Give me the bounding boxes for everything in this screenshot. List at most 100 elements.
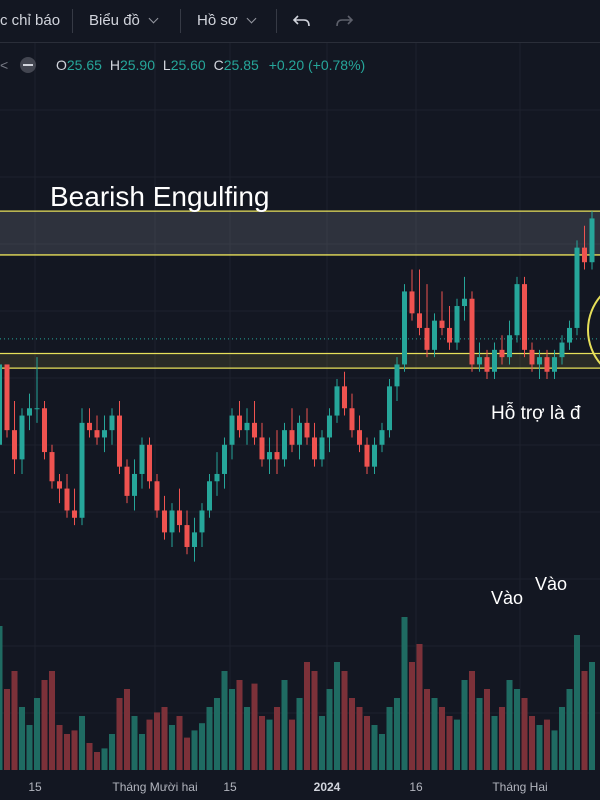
candle-body xyxy=(432,320,437,350)
volume-bar xyxy=(41,680,48,770)
candle-body xyxy=(139,444,145,474)
candle-body xyxy=(402,291,407,365)
candle-body xyxy=(582,247,587,263)
volume-bar xyxy=(184,737,190,770)
candle-body xyxy=(72,510,77,518)
top-toolbar: c chỉ báo Biểu đồ Hồ sơ xyxy=(0,0,600,43)
candle-body xyxy=(342,386,347,409)
candle-body xyxy=(379,430,385,445)
volume-bar xyxy=(56,725,63,770)
x-tick-label: 2024 xyxy=(314,780,341,794)
chart-area[interactable]: Bearish Engulfing Hỗ trợ là đ Vào Vào < … xyxy=(0,43,600,800)
candle-body xyxy=(252,422,257,438)
candle-body xyxy=(222,444,227,474)
volume-bar xyxy=(131,716,138,770)
volume-bar xyxy=(266,719,273,770)
volume-bar xyxy=(251,683,258,770)
candle-body xyxy=(154,481,160,511)
profile-menu-button[interactable]: Hồ sơ xyxy=(197,0,257,42)
time-axis[interactable]: 15 Tháng Mười hai 15 2024 16 Tháng Hai xyxy=(28,780,547,794)
candle-body xyxy=(499,349,505,358)
volume-bar xyxy=(259,716,265,770)
candle-body xyxy=(559,342,565,358)
volume-bar xyxy=(574,635,580,770)
volume-bar xyxy=(229,689,235,770)
volume-bar xyxy=(124,689,130,770)
volume-bar xyxy=(356,707,363,770)
volume-bar xyxy=(64,734,70,770)
candle-body xyxy=(417,313,422,328)
low-value: 25.60 xyxy=(171,57,206,73)
toolbar-divider xyxy=(276,9,277,33)
chart-menu-button[interactable]: Biểu đồ xyxy=(89,0,159,42)
volume-bar xyxy=(529,716,535,770)
volume-bar xyxy=(109,734,115,770)
candle-body xyxy=(552,357,557,372)
volume-bar xyxy=(116,698,123,770)
volume-bar xyxy=(431,698,438,770)
candle-body xyxy=(304,422,310,438)
price-chart[interactable]: Bearish Engulfing Hỗ trợ là đ Vào Vào < … xyxy=(0,43,600,800)
candle-body xyxy=(177,510,182,526)
indicators-button[interactable]: c chỉ báo xyxy=(0,0,60,42)
undo-button[interactable] xyxy=(292,0,312,42)
volume-bar xyxy=(274,707,280,770)
candle-body xyxy=(409,291,415,314)
candle-body xyxy=(162,510,167,533)
candle-body xyxy=(439,320,445,328)
candle-body xyxy=(507,335,512,358)
candle-body xyxy=(267,452,272,460)
volume-bar xyxy=(476,698,483,770)
volume-bar xyxy=(439,707,445,770)
entry-label: Vào xyxy=(535,574,567,594)
candle-body xyxy=(184,525,190,547)
candle-body xyxy=(207,481,212,511)
redo-icon xyxy=(336,15,354,27)
support-label: Hỗ trợ là đ xyxy=(491,402,581,424)
minus-bar xyxy=(23,64,33,66)
volume-bar xyxy=(499,707,505,770)
volume-bar xyxy=(176,716,183,770)
high-value: 25.90 xyxy=(120,57,155,73)
volume-bar xyxy=(311,671,318,770)
candle-body xyxy=(312,437,317,460)
volume-bar xyxy=(514,689,520,770)
volume-bar xyxy=(454,719,460,770)
candle-body xyxy=(589,218,595,263)
collapse-legend-button[interactable] xyxy=(20,57,36,73)
candle-body xyxy=(319,437,325,460)
ohlc-values: O25.65 H25.90 L25.60 C25.85 +0.20 (+0.78… xyxy=(56,57,365,73)
volume-bar xyxy=(26,725,33,770)
candle-body xyxy=(327,415,332,438)
redo-button[interactable] xyxy=(334,0,354,42)
volume-bar xyxy=(49,671,55,770)
low-label: L xyxy=(163,57,171,73)
volume-bar xyxy=(589,662,595,770)
candle-body xyxy=(87,422,92,431)
candle-body xyxy=(79,422,85,518)
volume-bar xyxy=(79,716,85,770)
volume-bar xyxy=(581,671,588,770)
candle-body xyxy=(214,473,220,482)
volume-bar xyxy=(371,725,378,770)
volume-bar xyxy=(169,725,175,770)
candle-body xyxy=(274,452,280,460)
volume-bar xyxy=(506,680,513,770)
volume-bar xyxy=(154,712,160,770)
candle-body xyxy=(529,349,535,365)
candle-body xyxy=(349,408,355,431)
volume-bar xyxy=(94,752,100,770)
candle-body xyxy=(117,415,122,467)
volume-bar xyxy=(236,680,243,770)
candle-body xyxy=(297,422,302,445)
volume-bar xyxy=(484,689,490,770)
volume-bar xyxy=(401,617,408,770)
candle-body xyxy=(492,349,497,372)
volume-bar xyxy=(86,743,93,770)
volume-bar xyxy=(206,707,213,770)
volume-bar xyxy=(11,671,18,770)
candle-body xyxy=(229,415,235,445)
open-label: O xyxy=(56,57,67,73)
candle-body xyxy=(364,444,370,467)
volume-bar xyxy=(101,748,108,770)
